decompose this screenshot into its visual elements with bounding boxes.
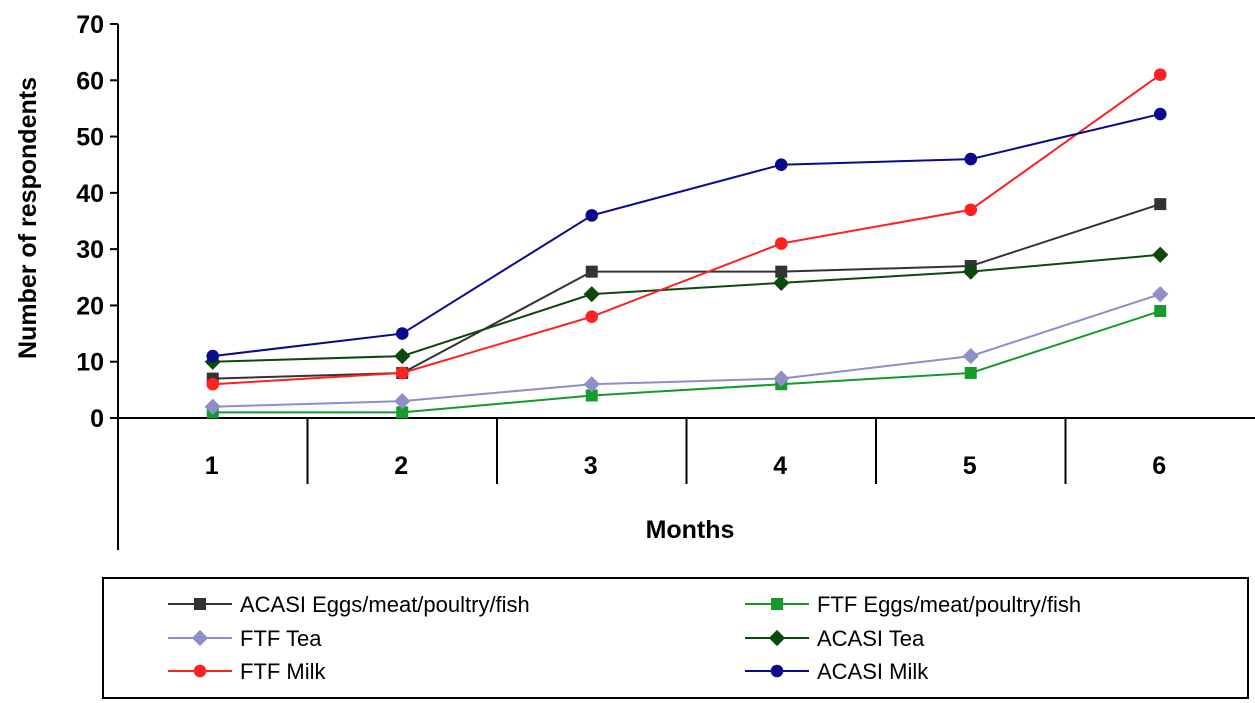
data-point-marker [1152, 246, 1169, 263]
legend-label: FTF Eggs/meat/poultry/fish [817, 592, 1081, 617]
y-tick-label: 40 [76, 180, 104, 208]
data-point-marker [771, 598, 783, 610]
y-tick-label: 30 [76, 236, 104, 264]
series [206, 107, 1167, 363]
legend-box [102, 577, 1249, 699]
data-point-marker [583, 376, 600, 393]
legend-label: ACASI Milk [817, 659, 929, 684]
data-point-marker [962, 263, 979, 280]
legend-item: FTF Milk [168, 659, 327, 684]
data-point-marker [583, 286, 600, 303]
series [204, 286, 1169, 415]
data-point-marker [585, 209, 599, 222]
x-tick-label: 4 [773, 452, 787, 480]
y-tick-label: 60 [76, 67, 104, 95]
data-point-marker [585, 265, 598, 278]
legend-label: FTF Milk [240, 659, 327, 684]
data-point-marker [1153, 68, 1167, 81]
legend-item: ACASI Tea [745, 626, 925, 651]
data-point-marker [396, 406, 409, 419]
data-point-marker [206, 377, 220, 391]
x-axis-title: Months [646, 516, 735, 544]
data-point-marker [394, 393, 411, 410]
data-point-marker [964, 152, 978, 166]
data-point-marker [395, 327, 409, 340]
legend-label: ACASI Eggs/meat/poultry/fish [240, 592, 530, 617]
data-point-marker [774, 237, 788, 250]
legend-item: FTF Tea [168, 626, 322, 651]
y-tick-label: 0 [90, 405, 104, 433]
series-line [212, 203, 1161, 380]
series-line [212, 293, 1161, 408]
data-point-marker [964, 366, 977, 379]
data-point-marker [1154, 305, 1167, 318]
axes: 0 10 20 30 40 50 60 70 1 2 3 4 5 6 [76, 11, 1255, 550]
series-group [204, 68, 1169, 419]
series-line [212, 253, 1161, 363]
data-point-marker [395, 366, 409, 380]
y-tick-label: 70 [76, 11, 104, 39]
series-line [212, 113, 1161, 358]
x-tick-label: 6 [1152, 452, 1166, 480]
legend-item: FTF Eggs/meat/poultry/fish [745, 592, 1081, 617]
data-point-marker [768, 629, 786, 647]
y-tick-label: 50 [76, 124, 104, 152]
legend-item: ACASI Eggs/meat/poultry/fish [168, 592, 530, 617]
data-point-marker [964, 203, 978, 217]
series-line [212, 310, 1161, 414]
y-tick-label: 20 [76, 292, 104, 320]
data-point-marker [585, 389, 598, 402]
data-point-marker [191, 629, 209, 647]
data-point-marker [962, 347, 979, 365]
series [204, 246, 1169, 370]
series [206, 305, 1167, 419]
data-point-marker [773, 274, 790, 292]
data-point-marker [1153, 107, 1167, 121]
x-tick-label: 3 [584, 452, 598, 480]
data-point-marker [193, 664, 207, 678]
x-tick-label: 2 [394, 452, 408, 480]
data-point-marker [1152, 286, 1169, 303]
legend-label: ACASI Tea [817, 626, 925, 651]
legend-label: FTF Tea [240, 626, 322, 651]
data-point-marker [775, 265, 788, 278]
data-point-marker [770, 664, 784, 678]
series-line [212, 73, 1161, 386]
y-tick-label: 10 [76, 349, 104, 377]
legend-item: ACASI Milk [745, 659, 929, 684]
data-point-marker [394, 347, 411, 365]
data-point-marker [585, 310, 599, 323]
legend: ACASI Eggs/meat/poultry/fish FTF Eggs/mea… [102, 577, 1249, 699]
data-point-marker [194, 598, 206, 610]
x-tick-label: 1 [205, 452, 219, 480]
data-point-marker [774, 158, 788, 172]
data-point-marker [206, 349, 220, 363]
y-axis-title: Number of respondents [14, 77, 42, 359]
data-point-marker [204, 398, 221, 415]
series [206, 68, 1167, 391]
x-tick-label: 5 [963, 452, 977, 480]
data-point-marker [1154, 198, 1167, 211]
data-point-marker [773, 370, 790, 387]
